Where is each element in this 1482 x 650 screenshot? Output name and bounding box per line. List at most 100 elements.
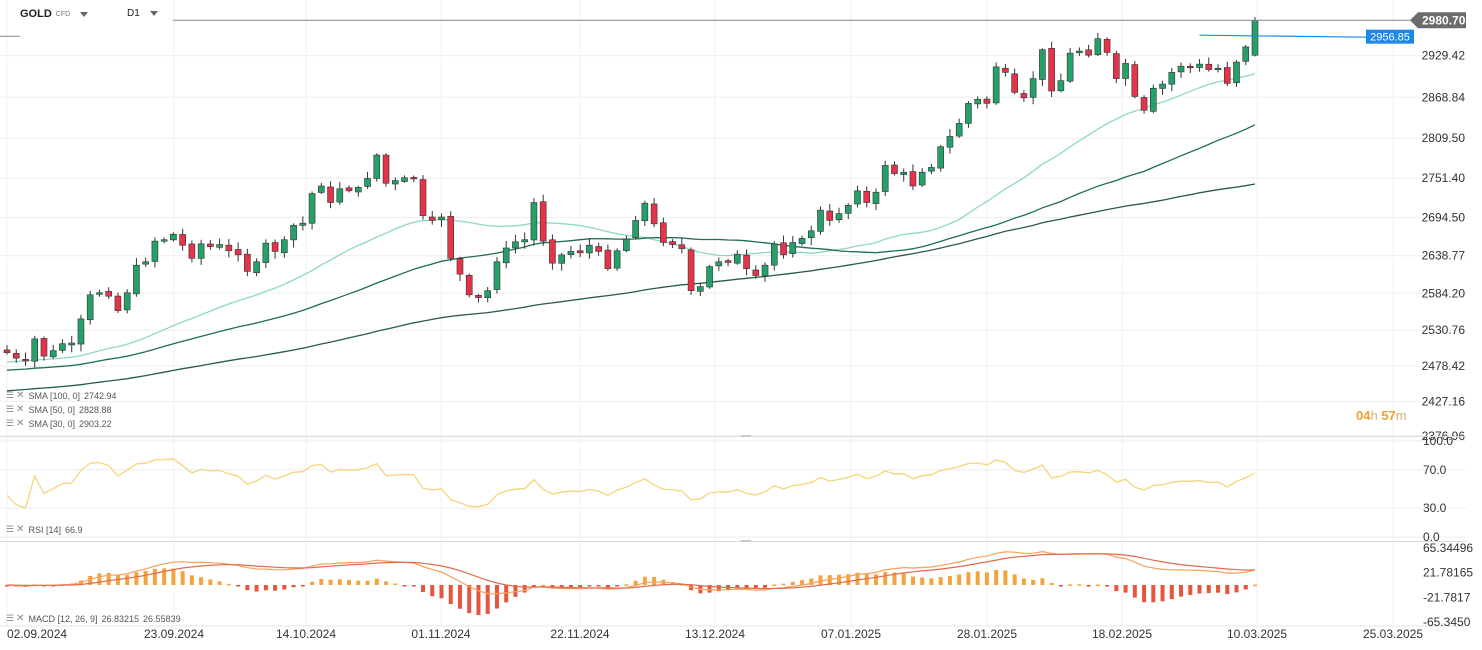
settings-icon[interactable]: ☰: [6, 613, 15, 623]
chevron-down-icon[interactable]: [149, 11, 158, 16]
candle-body: [1196, 63, 1203, 68]
chevron-down-icon[interactable]: [80, 11, 89, 17]
last-price-badge: [1410, 12, 1466, 29]
candle-body: [336, 188, 344, 203]
macd-hist-bar: [430, 585, 435, 597]
close-icon[interactable]: ✕: [16, 613, 25, 624]
candle-body: [1029, 78, 1037, 98]
settings-icon[interactable]: ☰: [6, 390, 15, 400]
candle-body: [1076, 50, 1083, 54]
candle-body: [188, 243, 196, 259]
candle: [225, 239, 233, 258]
candle: [715, 257, 723, 271]
macd-hist-bar: [753, 585, 758, 589]
candle: [1177, 62, 1185, 78]
candle: [49, 345, 57, 360]
candle: [354, 185, 362, 197]
candle-body: [641, 202, 649, 222]
candle-body: [1039, 49, 1046, 80]
candle: [724, 258, 732, 267]
settings-icon[interactable]: ☰: [6, 524, 15, 534]
candle: [114, 292, 122, 313]
candle-body: [928, 167, 935, 172]
macd-hist-bar: [633, 580, 638, 585]
candle-body: [96, 292, 103, 295]
candle: [142, 257, 149, 267]
pane-resize-handle[interactable]: [741, 435, 751, 437]
timeframe-selector[interactable]: D1: [127, 8, 158, 19]
candle-body: [530, 202, 538, 241]
moving-averages: [6, 72, 1256, 392]
symbol-selector[interactable]: GOLD CFD: [20, 8, 89, 20]
candle-body: [586, 244, 593, 254]
pane-separator: [0, 541, 1466, 542]
macd-hist-bar: [152, 568, 157, 585]
candle: [170, 232, 177, 242]
pane-separator: [0, 436, 1466, 437]
macd-hist-bar: [384, 581, 389, 585]
signal-line: [6, 553, 1256, 590]
settings-icon[interactable]: ☰: [6, 404, 15, 414]
candle: [160, 237, 168, 244]
candle: [1103, 37, 1111, 56]
candle: [891, 161, 898, 176]
close-icon[interactable]: ✕: [16, 404, 25, 415]
candle: [262, 239, 270, 269]
macd-hist-bar: [448, 585, 453, 604]
candle-body: [456, 258, 464, 275]
macd-hist-bar: [254, 585, 259, 592]
candle: [854, 185, 861, 208]
candle-body: [817, 209, 824, 232]
candle: [105, 287, 112, 300]
candle-body: [281, 239, 288, 254]
candlesticks: [3, 17, 1259, 368]
candle: [1131, 61, 1139, 99]
candle: [567, 246, 575, 259]
macd-hist-bar: [245, 585, 250, 591]
close-icon[interactable]: ✕: [16, 390, 25, 401]
candle-body: [937, 146, 944, 169]
candle-body: [1094, 38, 1102, 55]
candle-body: [1223, 67, 1231, 84]
candle-body: [345, 187, 353, 192]
candle: [244, 248, 251, 277]
pane-resize-handle[interactable]: [741, 540, 751, 542]
candle-body: [3, 349, 11, 353]
candle-body: [271, 242, 279, 252]
macd-line: [6, 550, 1256, 595]
candle: [558, 253, 565, 271]
legend-sma50: ☰ ✕ SMA [50, 0] 2828.88: [6, 404, 112, 415]
price-axis[interactable]: 2929.42 2868.84 2809.50 2751.40 2694.50 2638.…: [1422, 49, 1466, 443]
close-icon[interactable]: ✕: [16, 418, 25, 429]
y-tick-label: 2809.50: [1422, 131, 1466, 145]
candle-body: [86, 294, 94, 321]
macd-label: MACD [12, 26, 9]: [28, 613, 98, 624]
candle: [900, 168, 908, 182]
settings-icon[interactable]: ☰: [6, 418, 15, 428]
macd-hist-bar: [504, 585, 509, 603]
macd-hist-bar: [134, 572, 139, 585]
macd-hist-bar: [615, 585, 620, 587]
candle-body: [595, 246, 602, 252]
close-icon[interactable]: ✕: [16, 524, 25, 535]
rsi-tick-label: 0.0: [1423, 530, 1440, 544]
candle-body: [502, 247, 510, 264]
macd-tick-label: 21.78165: [1423, 566, 1473, 580]
macd-hist-bar: [550, 585, 555, 588]
candle-body: [826, 210, 834, 221]
candle: [22, 352, 29, 366]
candle-body: [891, 164, 898, 174]
time-axis[interactable]: 02.09.2024 23.09.2024 14.10.2024 01.11.2024…: [7, 627, 1423, 641]
candle-body: [576, 250, 584, 254]
candle-body: [946, 136, 954, 148]
candle: [632, 215, 639, 240]
timer-minutes: 57: [1381, 408, 1396, 423]
candle: [789, 236, 797, 258]
candle: [1150, 84, 1157, 114]
macd-hist-bar: [513, 585, 518, 597]
candle: [299, 216, 307, 231]
macd-hist-bar: [652, 577, 657, 585]
macd-hist-bar: [199, 577, 204, 585]
candle: [77, 314, 85, 352]
